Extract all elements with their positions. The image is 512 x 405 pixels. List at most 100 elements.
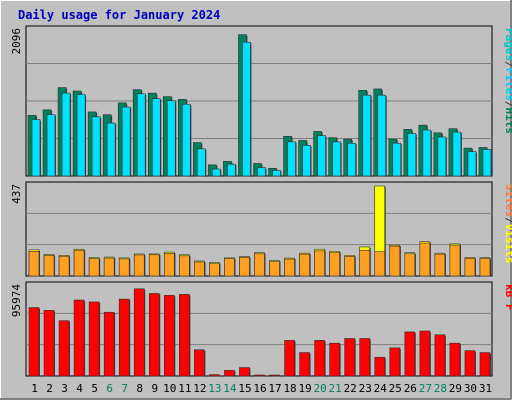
kbytes-bar-kb-f-day-13	[209, 375, 219, 376]
visits-bar-sites-day-27	[420, 243, 430, 276]
hits-bar-files-day-2	[47, 115, 55, 176]
kbytes-bar-kb-f-day-20	[315, 340, 325, 376]
chart-title: Daily usage for January 2024	[18, 8, 220, 22]
legend-item: kB F	[503, 284, 512, 311]
hits-bar-files-day-30	[468, 152, 476, 176]
visits-bar-sites-day-14	[224, 259, 234, 276]
x-label-day-20: 20	[314, 382, 327, 395]
kbytes-bar-kb-f-day-16	[254, 375, 264, 376]
x-label-day-6: 6	[106, 382, 113, 395]
visits-ymax-label: 437	[10, 184, 23, 204]
visits-bar-sites-day-9	[149, 255, 159, 276]
legend-item: Files	[503, 68, 512, 101]
kbytes-bar-kb-f-day-23	[360, 338, 370, 376]
visits-bar-sites-day-18	[285, 259, 295, 276]
x-label-day-2: 2	[46, 382, 53, 395]
hits-bar-files-day-14	[227, 164, 235, 176]
kbytes-bar-kb-f-day-4	[74, 300, 84, 376]
kbytes-bar-kb-f-day-19	[300, 353, 310, 376]
kbytes-bar-kb-f-day-11	[179, 294, 189, 376]
legend-item: Hits	[503, 108, 512, 135]
x-label-day-9: 9	[151, 382, 158, 395]
kbytes-bar-kb-f-day-3	[59, 321, 69, 376]
hits-bar-files-day-8	[137, 94, 145, 176]
visits-bar-sites-day-4	[74, 250, 84, 276]
x-label-day-13: 13	[208, 382, 221, 395]
visits-bar-sites-day-17	[270, 262, 280, 276]
x-label-day-8: 8	[136, 382, 143, 395]
kbytes-bar-kb-f-day-31	[480, 353, 490, 376]
hits-bar-files-day-4	[77, 95, 85, 176]
legend-item: Visits	[503, 224, 512, 264]
x-label-day-24: 24	[374, 382, 388, 395]
visits-bar-sites-day-26	[405, 254, 415, 276]
kbytes-bar-kb-f-day-21	[330, 343, 340, 376]
hits-bar-files-day-28	[438, 137, 446, 176]
x-label-day-17: 17	[268, 382, 281, 395]
kbytes-bar-kb-f-day-30	[465, 351, 475, 376]
x-label-day-30: 30	[464, 382, 477, 395]
hits-bar-files-day-29	[453, 132, 461, 176]
hits-bar-files-day-3	[62, 93, 70, 176]
x-label-day-10: 10	[163, 382, 176, 395]
visits-bar-sites-day-13	[209, 264, 219, 276]
visits-bar-sites-day-21	[330, 253, 340, 276]
x-label-day-23: 23	[359, 382, 372, 395]
x-label-day-15: 15	[238, 382, 251, 395]
hits-bar-files-day-13	[212, 169, 220, 176]
hits-bar-files-day-19	[303, 145, 311, 176]
hits-bar-files-day-15	[242, 42, 250, 176]
visits-bar-sites-day-5	[89, 258, 99, 276]
x-label-day-3: 3	[61, 382, 68, 395]
visits-bar-sites-day-8	[134, 255, 144, 276]
x-label-day-1: 1	[31, 382, 38, 395]
hits-bar-files-day-20	[318, 136, 326, 176]
x-label-day-31: 31	[479, 382, 492, 395]
hits-bar-files-day-10	[167, 101, 175, 176]
x-label-day-28: 28	[434, 382, 447, 395]
x-label-day-19: 19	[298, 382, 311, 395]
hits-bar-files-day-31	[483, 150, 491, 176]
visits-bar-sites-day-28	[435, 254, 445, 276]
x-label-day-25: 25	[389, 382, 402, 395]
x-label-day-12: 12	[193, 382, 206, 395]
visits-bar-sites-day-20	[315, 251, 325, 276]
x-label-day-29: 29	[449, 382, 462, 395]
hits-bar-files-day-16	[257, 168, 265, 176]
hits-bar-files-day-7	[122, 107, 130, 176]
kbytes-bar-kb-f-day-12	[194, 350, 204, 376]
hits-bar-files-day-21	[333, 142, 341, 176]
visits-bar-sites-day-19	[300, 254, 310, 276]
legend-item: Pages	[503, 28, 512, 61]
visits-bar-sites-day-23	[360, 250, 370, 276]
hits-legend: Pages/Files/Hits	[503, 28, 512, 134]
hits-bar-files-day-12	[197, 149, 205, 176]
kbytes-bar-kb-f-day-1	[29, 308, 39, 376]
x-label-day-5: 5	[91, 382, 98, 395]
kbytes-bar-kb-f-day-26	[405, 332, 415, 376]
visits-legend: Sites/Visits	[503, 184, 512, 264]
x-label-day-27: 27	[419, 382, 432, 395]
hits-bar-files-day-5	[92, 117, 100, 176]
kbytes-bar-kb-f-day-17	[270, 375, 280, 376]
visits-bar-sites-day-16	[254, 254, 264, 276]
visits-panel: 437 Sites/Visits	[10, 182, 512, 276]
kbytes-bar-kb-f-day-22	[345, 338, 355, 376]
kbytes-legend: kB F	[503, 284, 512, 311]
visits-bar-sites-day-22	[345, 256, 355, 276]
hits-bar-files-day-18	[288, 142, 296, 176]
kbytes-bar-kb-f-day-25	[390, 348, 400, 376]
hits-bar-files-day-22	[348, 143, 356, 176]
x-label-day-18: 18	[283, 382, 296, 395]
x-label-day-14: 14	[223, 382, 237, 395]
visits-bar-sites-day-29	[450, 245, 460, 276]
hits-bar-files-day-1	[32, 120, 40, 176]
kbytes-bar-kb-f-day-24	[375, 357, 385, 376]
hits-bar-files-day-24	[378, 95, 386, 176]
kbytes-ymax-label: 95974	[10, 284, 23, 317]
kbytes-panel: 95974 kB F	[10, 282, 512, 376]
hits-bar-files-day-9	[152, 99, 160, 176]
kbytes-bar-kb-f-day-15	[239, 368, 249, 376]
kbytes-bar-kb-f-day-29	[450, 343, 460, 376]
hits-bar-files-day-25	[393, 143, 401, 176]
